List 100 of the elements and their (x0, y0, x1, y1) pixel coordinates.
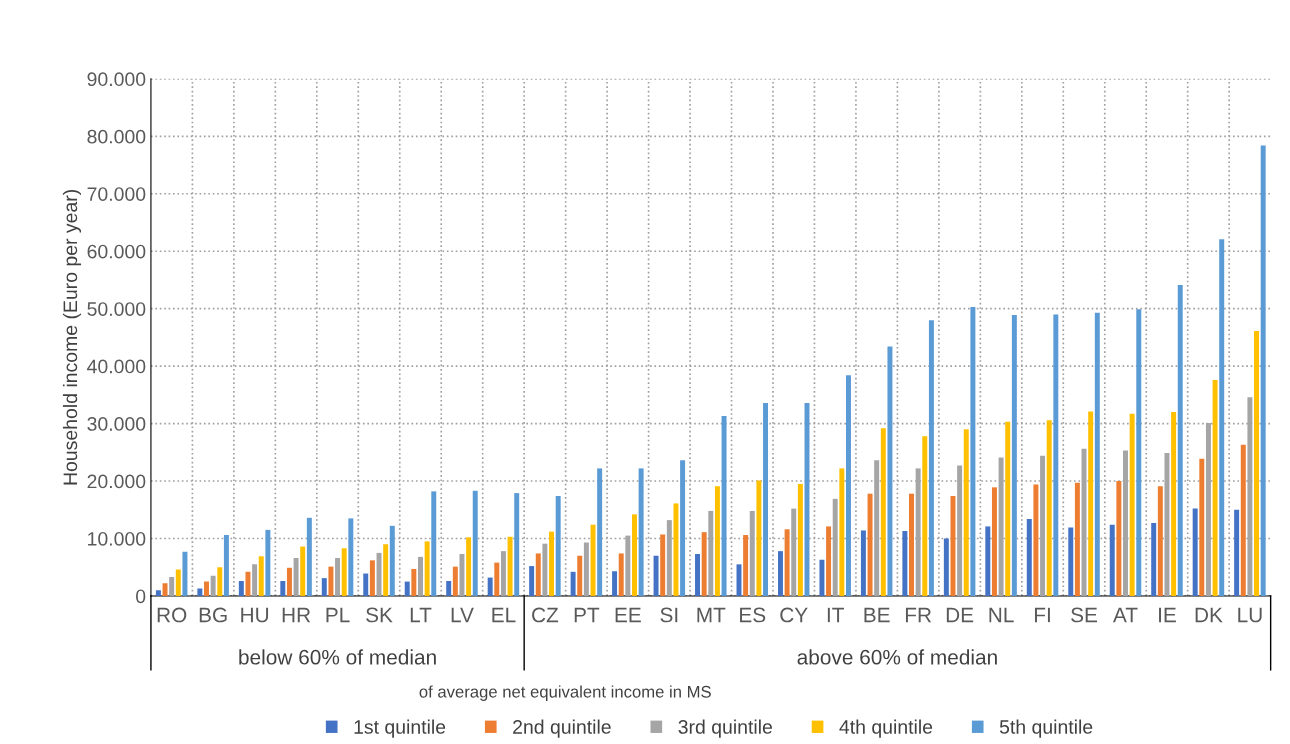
bar (555, 495, 561, 596)
bar (452, 566, 458, 596)
bar (1088, 411, 1094, 596)
x-tick-label: NL (989, 607, 1014, 623)
bar (963, 429, 969, 596)
x-tick-label: HU (241, 607, 269, 623)
bar (431, 491, 437, 596)
x-tick-label: HR (282, 607, 311, 623)
bar (217, 567, 223, 596)
bar (383, 544, 389, 596)
bar (653, 555, 659, 596)
bar (970, 306, 976, 596)
x-tick-label: CZ (532, 607, 559, 623)
bar (819, 559, 825, 596)
bar (612, 571, 618, 596)
bar (1109, 524, 1115, 596)
bar (1011, 315, 1017, 596)
bar (514, 493, 520, 596)
bar (618, 553, 624, 596)
bar (300, 546, 306, 596)
bar (1254, 331, 1260, 596)
bar (1199, 458, 1205, 596)
x-tick-label: DE (946, 607, 974, 623)
bar (756, 480, 762, 596)
bar (943, 538, 949, 596)
bar (210, 575, 216, 596)
legend-label: 1st quintile (354, 719, 446, 738)
bar (293, 558, 299, 596)
bar (321, 578, 327, 596)
x-tick-label: SK (366, 607, 393, 623)
y-tick-label: 20.000 (87, 474, 146, 489)
legend-label: 4th quintile (839, 719, 933, 738)
bar (1068, 527, 1074, 596)
y-tick-label: 0 (136, 589, 146, 604)
bar (258, 556, 264, 596)
bar (880, 428, 886, 596)
x-tick-label: PT (574, 607, 600, 623)
bar (197, 588, 203, 596)
bar (376, 552, 382, 596)
bar (341, 548, 347, 596)
bar (991, 487, 997, 596)
x-tick-label: FI (1035, 607, 1050, 623)
bar (245, 571, 251, 596)
bar (631, 514, 637, 596)
x-tick-label: FR (905, 607, 932, 623)
legend-label: 5th quintile (999, 719, 1093, 738)
x-tick-label: SI (660, 607, 678, 623)
bar (286, 567, 292, 596)
bar (1219, 239, 1225, 596)
bar (404, 581, 410, 596)
bar (446, 581, 452, 596)
x-tick-label: PL (326, 607, 350, 623)
bar (597, 468, 603, 596)
bar (1136, 309, 1142, 596)
bar (714, 486, 720, 596)
bar (922, 436, 928, 596)
bar (1046, 420, 1052, 596)
bar (204, 581, 209, 596)
bar (638, 468, 644, 596)
bar (1074, 482, 1080, 596)
bar (1234, 509, 1240, 596)
bar (902, 531, 908, 596)
bar (743, 535, 749, 596)
bar (1151, 522, 1157, 596)
bar (721, 416, 727, 596)
bar (784, 529, 790, 596)
bar (583, 542, 589, 596)
bar (1177, 285, 1183, 596)
bar (660, 534, 666, 596)
bar (1192, 508, 1198, 596)
bar (950, 495, 956, 596)
bar (238, 581, 244, 596)
y-tick-label: 70.000 (87, 187, 146, 202)
y-axis-title: Household income (Euro per year) (62, 189, 82, 485)
bar (777, 551, 783, 596)
bar (867, 493, 873, 596)
x-tick-label: LU (1238, 607, 1262, 623)
bar (487, 577, 493, 596)
bar (265, 529, 271, 596)
y-tick-label: 30.000 (87, 417, 146, 431)
bar (459, 554, 465, 596)
x-tick-label: SE (1071, 607, 1098, 623)
x-tick-label: MT (697, 607, 726, 623)
bar (1033, 484, 1039, 596)
bar (363, 573, 369, 596)
bar (1129, 413, 1135, 596)
bar (1005, 421, 1011, 596)
bar (411, 568, 417, 596)
x-tick-label: LT (410, 607, 432, 623)
text: of average net equivalent income in MS (419, 685, 711, 701)
x-tick-label: BG (199, 607, 227, 623)
x-tick-label: EE (615, 607, 641, 623)
bar (155, 590, 161, 596)
bar (887, 346, 893, 596)
bar (418, 556, 423, 596)
bar (466, 537, 472, 596)
bar (472, 490, 478, 596)
bar (280, 581, 286, 596)
bar (369, 560, 375, 596)
text: above 60% of median (797, 649, 997, 665)
